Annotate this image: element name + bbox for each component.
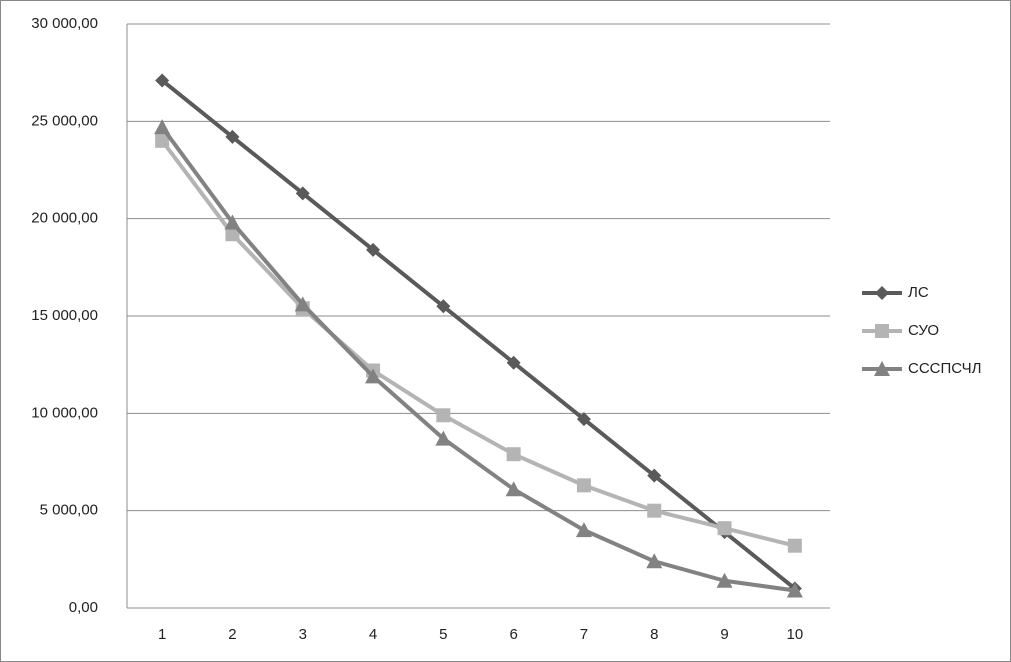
x-tick-label: 6: [509, 626, 517, 643]
point: [155, 133, 170, 148]
x-tick-label: 10: [787, 626, 804, 643]
legend-label: ЛС: [908, 284, 929, 301]
legend-marker: [875, 324, 889, 338]
x-tick-label: 5: [439, 626, 447, 643]
legend-label: СУО: [908, 322, 939, 339]
point: [294, 296, 311, 312]
point: [575, 522, 592, 538]
point: [646, 553, 663, 569]
point: [435, 430, 452, 446]
point: [647, 468, 662, 483]
point: [365, 368, 382, 384]
series-line: [160, 125, 796, 593]
y-tick-label: 20 000,00: [31, 210, 98, 227]
point: [366, 242, 381, 257]
point: [786, 582, 803, 598]
point: [225, 227, 240, 242]
series-line: [160, 78, 797, 591]
series-line: [160, 139, 796, 548]
point: [436, 408, 451, 423]
point: [787, 538, 802, 553]
x-tick-label: 2: [228, 626, 236, 643]
x-tick-label: 9: [720, 626, 728, 643]
point: [436, 299, 451, 314]
legend-label: СССПСЧЛ: [908, 360, 981, 377]
legend-marker: [874, 361, 890, 376]
x-tick-label: 4: [369, 626, 377, 643]
point: [155, 73, 170, 88]
point: [576, 478, 591, 493]
x-tick-label: 8: [650, 626, 658, 643]
point: [506, 355, 521, 370]
legend-marker: [875, 286, 889, 300]
point: [505, 481, 522, 497]
y-tick-label: 30 000,00: [31, 15, 98, 32]
y-tick-label: 0,00: [69, 599, 98, 616]
x-tick-label: 7: [580, 626, 588, 643]
point: [576, 412, 591, 427]
point: [225, 129, 240, 144]
point: [716, 572, 733, 588]
point: [224, 214, 241, 230]
point: [506, 447, 521, 462]
point: [647, 503, 662, 518]
x-tick-label: 1: [158, 626, 166, 643]
y-tick-label: 15 000,00: [31, 307, 98, 324]
y-tick-label: 5 000,00: [40, 502, 98, 519]
point: [717, 521, 732, 536]
x-tick-label: 3: [299, 626, 307, 643]
y-tick-label: 25 000,00: [31, 112, 98, 129]
point: [295, 186, 310, 201]
point: [154, 119, 171, 135]
y-tick-label: 10 000,00: [31, 404, 98, 421]
